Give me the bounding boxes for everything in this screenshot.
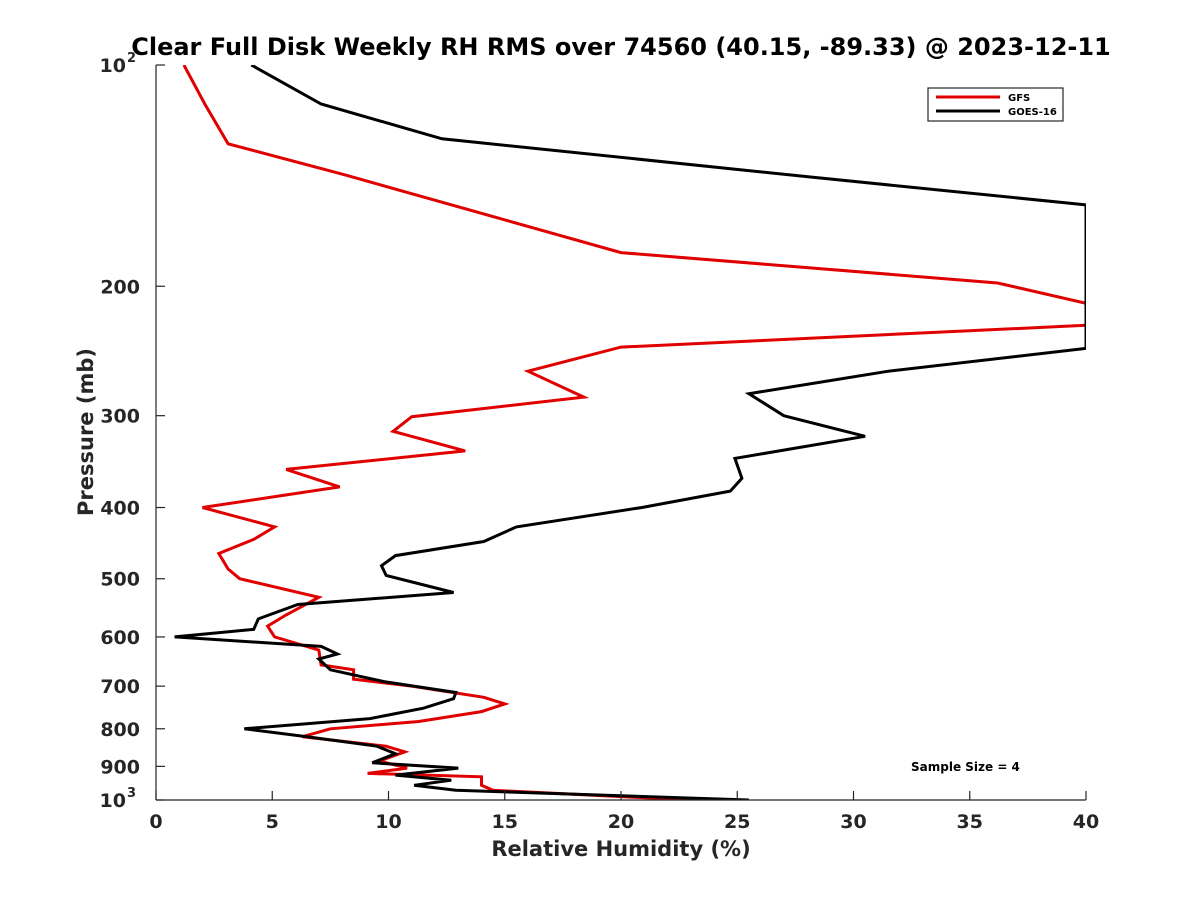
x-tick-label: 30: [840, 811, 866, 833]
x-axis-label: Relative Humidity (%): [491, 837, 750, 861]
x-ticks: 0 5 10 15 20 25 30 35 40: [149, 791, 1099, 833]
y-tick-label-exponent: 3: [127, 786, 136, 801]
y-tick-label: 800: [100, 719, 140, 741]
axes: [155, 65, 1086, 801]
legend: GFS GOES-16: [927, 87, 1064, 122]
y-tick-label-base: 10: [100, 790, 126, 812]
y-tick-label-exponent: 2: [127, 51, 136, 66]
sample-size-annotation: Sample Size = 4: [911, 760, 1020, 774]
y-tick-label: 200: [100, 276, 140, 298]
y-tick-label-power: 10 3: [100, 786, 137, 812]
series-layer: [174, 65, 1086, 800]
series-line-gfs: [182, 65, 1086, 800]
legend-label-gfs: GFS: [1008, 93, 1030, 104]
plot-area: [174, 65, 1086, 800]
legend-box: [927, 87, 1064, 122]
x-tick-label: 40: [1073, 811, 1099, 833]
y-tick-label: 600: [100, 627, 140, 649]
x-tick-label: 0: [149, 811, 162, 833]
y-tick-label: 400: [100, 498, 140, 520]
chart-title: Clear Full Disk Weekly RH RMS over 74560…: [131, 33, 1111, 61]
y-tick-label: 500: [100, 569, 140, 591]
y-tick-label-base: 10: [100, 55, 126, 77]
y-tick-label-power: 10 2: [100, 51, 137, 77]
x-tick-label: 10: [375, 811, 401, 833]
x-tick-label: 15: [492, 811, 518, 833]
x-tick-label: 20: [608, 811, 634, 833]
y-tick-label: 700: [100, 676, 140, 698]
x-tick-label: 5: [266, 811, 279, 833]
y-tick-label: 900: [100, 756, 140, 778]
x-tick-label: 25: [724, 811, 750, 833]
y-axis-label: Pressure (mb): [74, 348, 98, 516]
x-tick-label: 35: [957, 811, 983, 833]
legend-label-goes16: GOES-16: [1008, 107, 1057, 118]
y-tick-label: 300: [100, 406, 140, 428]
series-line-goes16: [174, 65, 1086, 800]
